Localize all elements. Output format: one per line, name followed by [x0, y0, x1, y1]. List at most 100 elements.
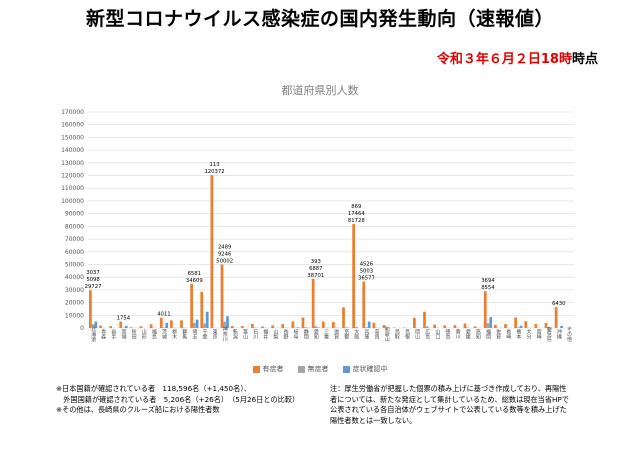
bar-symptomatic: [200, 291, 204, 328]
x-tick-label: 京都: [343, 328, 349, 340]
x-tick-label: 山梨: [272, 328, 278, 340]
x-tick-label: 東京: [212, 328, 218, 340]
x-tick-label: 青森: [100, 328, 106, 340]
x-tick-label: 熊本: [515, 328, 521, 340]
bar-checking: [489, 317, 493, 328]
bar-symptomatic: [180, 320, 183, 328]
bar-symptomatic: [139, 326, 143, 328]
bar-symptomatic: [453, 325, 457, 328]
bar-checking: [226, 316, 229, 328]
bar-symptomatic: [372, 322, 376, 328]
bar-symptomatic: [483, 291, 487, 328]
x-tick-label: 北海道: [90, 326, 96, 343]
chart-title: 都道府県別人数: [281, 84, 359, 97]
bar-asymptomatic: [192, 322, 196, 328]
bar-asymptomatic: [91, 324, 95, 328]
bar-symptomatic: [99, 325, 102, 328]
bar-symptomatic: [534, 323, 538, 328]
timestamp-date: 令和３年６月２日18時: [436, 52, 572, 67]
bar-checking: [124, 325, 128, 328]
x-tick-label: 三重: [323, 329, 329, 339]
bar-symptomatic: [271, 325, 274, 328]
y-tick-label: 0: [80, 325, 84, 332]
data-label: 36577: [358, 276, 375, 282]
bar-symptomatic: [321, 321, 325, 328]
y-tick-label: 60000: [65, 249, 84, 256]
x-tick-label: 岐阜: [293, 328, 299, 340]
notes-right: 注：厚生労働省が把握した個票の積み上げに基づき作成しており、再陽性 者については…: [330, 384, 592, 426]
x-tick-label: 宮城: [120, 328, 126, 340]
bar-asymptomatic: [516, 327, 520, 328]
timestamp: 令和３年６月２日18時時点: [437, 48, 598, 67]
x-tick-label: 石川: [252, 329, 258, 339]
data-label: 1754: [117, 316, 131, 322]
bar-symptomatic: [494, 324, 497, 328]
data-label: 38701: [307, 273, 324, 279]
bar-symptomatic: [281, 324, 285, 328]
bar-symptomatic: [423, 311, 426, 328]
note-line: ※その他は、長崎県のクルーズ船における陽性者数: [56, 405, 220, 414]
bar-symptomatic: [544, 322, 548, 328]
x-tick-label: 埼玉: [191, 328, 197, 339]
bar-symptomatic: [149, 324, 153, 328]
x-tick-label: 香川: [455, 328, 461, 339]
x-tick-label: 広島: [424, 328, 430, 340]
y-tick-label: 80000: [65, 223, 84, 230]
x-tick-label: 静岡: [303, 328, 309, 340]
x-tick-label: 奈良: [374, 328, 380, 340]
x-tick-label: 福岡: [485, 328, 491, 340]
x-tick-label: 高知: [475, 328, 481, 340]
legend-label-checking: 症状確認中: [352, 365, 388, 373]
y-tick-label: 110000: [61, 185, 84, 192]
data-label: 4526: [360, 262, 374, 268]
x-tick-label: 岩手: [110, 328, 116, 340]
bar-symptomatic: [170, 320, 173, 328]
x-tick-label: 秋田: [131, 328, 137, 340]
y-tick-label: 130000: [61, 160, 84, 167]
data-label: 81728: [348, 218, 365, 224]
bar-asymptomatic: [486, 323, 490, 328]
data-label: 393: [311, 259, 321, 265]
x-tick-label: 徳島: [444, 328, 450, 340]
x-tick-label: 山口: [434, 328, 440, 340]
bar-checking: [195, 319, 199, 328]
data-label: 8554: [481, 285, 495, 291]
x-tick-label: その他: [566, 327, 572, 343]
x-tick-label: 沖縄: [556, 328, 562, 339]
bar-symptomatic: [332, 322, 335, 328]
bar-asymptomatic: [354, 326, 358, 328]
bar-symptomatic: [463, 323, 467, 328]
x-tick-label: 岡山: [414, 329, 420, 340]
x-tick-label: 鳥取: [394, 328, 400, 340]
bar-symptomatic: [362, 281, 366, 328]
note-line: 公表されている各自治体がウェブサイトで公表している数等を積み上げた: [330, 405, 567, 414]
x-tick-label: 栃木: [171, 328, 177, 340]
bar-symptomatic: [382, 324, 386, 328]
data-label: 3694: [481, 278, 495, 284]
y-tick-label: 10000: [65, 312, 84, 319]
note-line: 者については、新たな発症として集計しているため、総数は現在当省HPで: [330, 394, 569, 404]
bar-checking: [367, 321, 371, 328]
x-tick-label: 群馬: [181, 328, 187, 340]
bar-symptomatic: [251, 324, 254, 328]
y-tick-label: 20000: [65, 300, 84, 307]
bar-asymptomatic: [314, 326, 318, 328]
bar-checking: [94, 321, 98, 328]
bar-asymptomatic: [344, 327, 348, 328]
bar-symptomatic: [210, 175, 214, 328]
bar-symptomatic: [443, 325, 447, 328]
legend-item-asymptomatic: 無症者: [297, 364, 329, 374]
x-tick-label: 愛媛: [465, 328, 471, 340]
x-tick-label: 福井: [262, 328, 268, 340]
data-label: 5098: [86, 277, 100, 283]
notes-left: ※日本国籍が確認されている者 118,596名（+1,450名）、 外国国籍が確…: [56, 384, 316, 416]
bar-asymptomatic: [365, 327, 368, 328]
data-label: 5003: [360, 269, 373, 275]
bar-symptomatic: [524, 321, 528, 328]
bar-symptomatic: [119, 321, 123, 328]
data-label: 29727: [85, 284, 102, 290]
y-tick-label: 100000: [61, 198, 84, 205]
data-label: 6581: [188, 271, 201, 277]
legend-swatch-symptomatic: [252, 365, 260, 373]
y-tick-label: 160000: [61, 122, 84, 129]
